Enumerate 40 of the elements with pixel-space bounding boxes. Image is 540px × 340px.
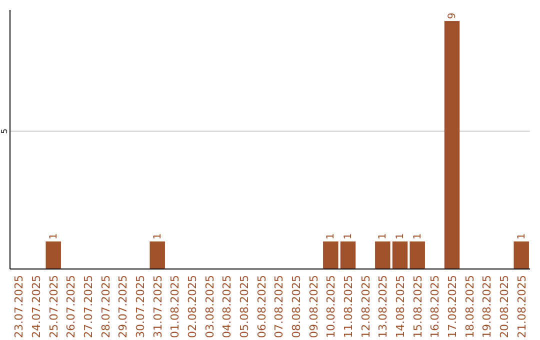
y-tick-label: 5 [0,128,9,134]
data-label: 1 [516,233,528,240]
x-tick-label: 09.08.2025 [307,275,320,338]
data-label: 1 [48,233,60,240]
x-tick-label: 16.08.2025 [428,275,442,338]
data-label: 1 [326,233,337,240]
x-tick-label: 24.07.2025 [30,275,43,338]
data-label: 1 [343,233,354,240]
x-tick-label: 23.07.2025 [12,275,26,338]
x-tick-label: 27.07.2025 [82,275,95,338]
x-tick-label: 20.08.2025 [498,275,511,338]
x-tick-label: 12.08.2025 [359,275,372,338]
x-tick-label: 19.08.2025 [480,275,494,338]
x-tick-label: 31.07.2025 [151,275,164,338]
x-tick-label: 14.08.2025 [394,275,407,338]
x-tick-label: 03.08.2025 [203,275,216,338]
x-tick-label: 26.07.2025 [64,275,78,338]
x-tick-label: 15.08.2025 [411,275,424,338]
data-label: 1 [412,233,424,240]
x-tick-label: 02.08.2025 [186,275,199,338]
data-label: 1 [378,233,389,240]
x-tick-label: 25.07.2025 [47,275,60,338]
x-tick-label: 17.08.2025 [446,275,459,338]
x-tick-label: 21.08.2025 [515,275,528,338]
x-tick-label: 05.08.2025 [238,275,251,338]
x-tick-label: 11.08.2025 [342,275,355,338]
x-tick-label: 10.08.2025 [324,275,338,338]
x-tick-label: 13.08.2025 [376,275,390,338]
x-tick-label: 29.07.2025 [116,275,130,338]
x-tick-label: 01.08.2025 [168,275,182,338]
x-tick-label: 30.07.2025 [134,275,147,338]
data-label: 1 [152,233,164,240]
x-tick-label: 28.07.2025 [99,275,112,338]
x-tick-label: 04.08.2025 [220,275,234,338]
x-tick-label: 07.08.2025 [272,275,286,338]
x-tick-label: 18.08.2025 [463,275,476,338]
data-label: 9 [447,12,458,20]
x-tick-label: 06.08.2025 [255,275,268,338]
x-tick-label: 08.08.2025 [290,275,303,338]
data-label: 1 [395,233,406,240]
